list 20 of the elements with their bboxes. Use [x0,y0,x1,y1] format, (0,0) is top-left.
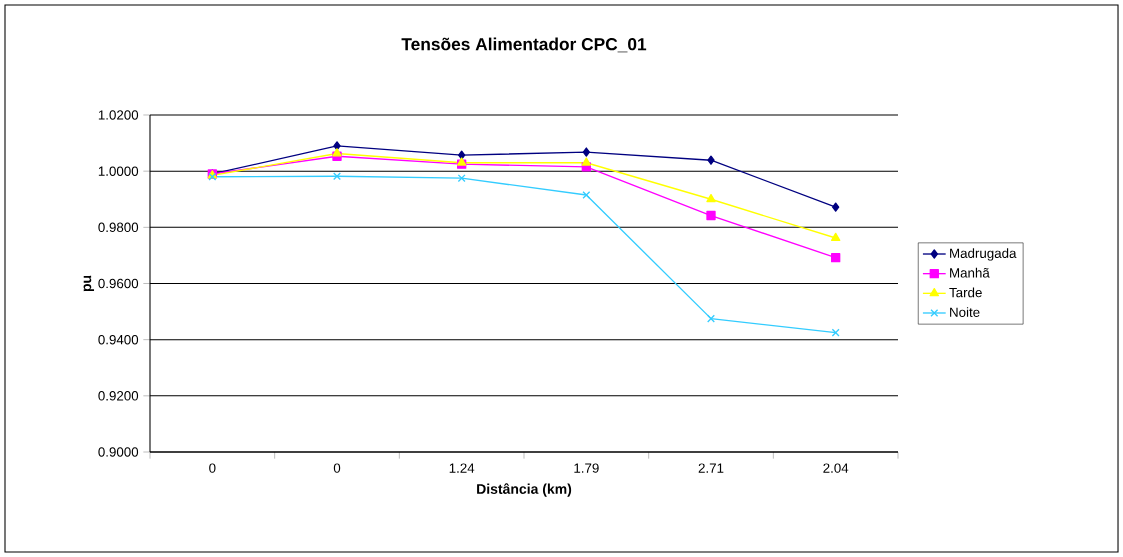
legend-label: Madrugada [950,248,1017,261]
y-axis-title: pu [83,275,95,292]
legend-label: Manhã [950,267,990,278]
y-tick-label: 1.0000 [98,166,139,176]
x-tick-label: 1.79 [574,463,599,473]
x-tick-label: 0 [333,463,341,473]
y-tick-label: 0.9800 [98,222,139,233]
y-tick-label: 0.9600 [98,278,139,289]
x-tick-label: 1.24 [449,463,475,473]
x-axis-title: Distância (km) [477,483,572,497]
x-tick-label: 2.71 [698,463,724,473]
y-tick-label: 1.0200 [98,110,139,120]
y-tick-label: 0.9200 [98,391,139,401]
y-tick-label: 0.9000 [98,447,139,457]
x-tick-label: 0 [209,463,216,473]
x-tick-label: 2.04 [823,463,849,473]
y-tick-label: 0.9400 [98,334,139,345]
legend-label: Tarde [949,287,982,298]
legend-label: Noite [950,307,980,317]
chart-title: Tensões Alimentador CPC_01 [401,37,647,53]
